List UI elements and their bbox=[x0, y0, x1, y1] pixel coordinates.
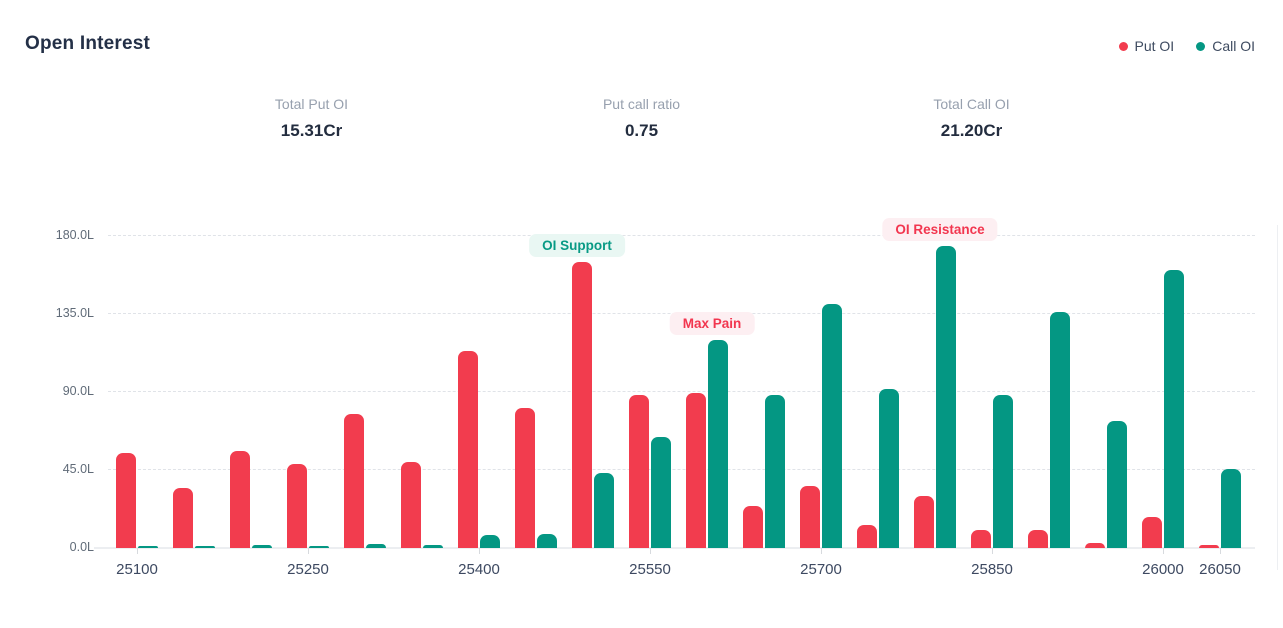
put-oi-bar-26050[interactable] bbox=[1199, 544, 1219, 548]
x-axis-tick bbox=[308, 548, 309, 554]
call-oi-bar-25450[interactable] bbox=[537, 534, 557, 548]
call-oi-bar-25250[interactable] bbox=[309, 546, 329, 548]
x-axis-tick bbox=[137, 548, 138, 554]
put-oi-bar-25550[interactable] bbox=[629, 394, 649, 548]
legend-dot-icon bbox=[1196, 41, 1206, 51]
stat-value: 21.20Cr bbox=[940, 121, 1003, 140]
y-axis-label: 90.0L bbox=[62, 384, 94, 398]
call-oi-bar-25550[interactable] bbox=[651, 437, 671, 548]
gridline bbox=[108, 469, 1255, 470]
x-axis-label-25250: 25250 bbox=[287, 561, 329, 578]
x-axis-tick bbox=[479, 548, 480, 554]
call-oi-bar-25200[interactable] bbox=[252, 545, 272, 548]
x-axis-label-25400: 25400 bbox=[458, 561, 500, 578]
chart-legend: Put OI Call OI bbox=[1118, 38, 1255, 54]
y-axis-label: 45.0L bbox=[62, 462, 94, 476]
call-oi-bar-25750[interactable] bbox=[879, 388, 899, 548]
call-oi-bar-25900[interactable] bbox=[1050, 312, 1070, 548]
gridline bbox=[108, 235, 1255, 236]
x-axis-tick bbox=[650, 548, 651, 554]
stat-value: 15.31Cr bbox=[280, 121, 343, 140]
call-oi-bar-25150[interactable] bbox=[195, 546, 215, 548]
stat-label: Total Put OI bbox=[274, 96, 349, 112]
stats-row: Total Put OI 15.31Cr Put call ratio 0.75… bbox=[0, 96, 1283, 141]
legend-label: Call OI bbox=[1212, 38, 1255, 54]
call-oi-bar-25350[interactable] bbox=[423, 545, 443, 548]
stat-put-call-ratio: Put call ratio 0.75 bbox=[477, 96, 807, 141]
put-oi-bar-25200[interactable] bbox=[230, 450, 250, 548]
annotation-oi-support: OI Support bbox=[529, 234, 625, 257]
x-axis-label-25100: 25100 bbox=[116, 561, 158, 578]
call-oi-bar-25800[interactable] bbox=[936, 246, 956, 548]
x-axis-label-26000: 26000 bbox=[1142, 561, 1184, 578]
y-axis-label: 135.0L bbox=[55, 306, 94, 320]
stat-label: Total Call OI bbox=[933, 96, 1010, 112]
call-oi-bar-25650[interactable] bbox=[765, 394, 785, 548]
put-oi-bar-25250[interactable] bbox=[287, 463, 307, 548]
put-oi-bar-25850[interactable] bbox=[971, 529, 991, 548]
plot-area: 25100 25250 25400 25550 25700 25850 26000 26050… bbox=[94, 218, 1255, 578]
put-oi-bar-25950[interactable] bbox=[1085, 542, 1105, 548]
put-oi-bar-25350[interactable] bbox=[401, 462, 421, 548]
x-axis-label-25850: 25850 bbox=[971, 561, 1013, 578]
put-oi-bar-25300[interactable] bbox=[344, 413, 364, 548]
put-oi-bar-25800[interactable] bbox=[914, 496, 934, 548]
put-oi-bar-25650[interactable] bbox=[743, 505, 763, 548]
call-oi-bar-25600[interactable] bbox=[708, 340, 728, 548]
x-axis-label-25550: 25550 bbox=[629, 561, 671, 578]
x-axis-tick bbox=[992, 548, 993, 554]
x-axis-label-26050: 26050 bbox=[1199, 561, 1241, 578]
gridline bbox=[108, 391, 1255, 392]
legend-dot-icon bbox=[1118, 41, 1128, 51]
put-oi-bar-25900[interactable] bbox=[1028, 529, 1048, 548]
put-oi-bar-25750[interactable] bbox=[857, 524, 877, 548]
put-oi-bar-25400[interactable] bbox=[458, 351, 478, 548]
right-divider bbox=[1277, 225, 1278, 570]
call-oi-bar-25500[interactable] bbox=[594, 473, 614, 548]
x-axis-label-25700: 25700 bbox=[800, 561, 842, 578]
stat-label: Put call ratio bbox=[602, 96, 681, 112]
call-oi-bar-25950[interactable] bbox=[1107, 420, 1127, 548]
stat-total-call-oi: Total Call OI 21.20Cr bbox=[807, 96, 1137, 141]
x-axis-line bbox=[94, 547, 1255, 549]
call-oi-bar-25700[interactable] bbox=[822, 303, 842, 548]
call-oi-bar-25850[interactable] bbox=[993, 394, 1013, 548]
y-axis-label: 180.0L bbox=[55, 228, 94, 242]
put-oi-bar-26000[interactable] bbox=[1142, 516, 1162, 548]
x-axis-tick bbox=[1220, 548, 1221, 554]
x-axis-tick bbox=[1163, 548, 1164, 554]
call-oi-bar-25400[interactable] bbox=[480, 535, 500, 548]
stat-value: 0.75 bbox=[624, 121, 659, 140]
stat-total-put-oi: Total Put OI 15.31Cr bbox=[147, 96, 477, 141]
put-oi-bar-25150[interactable] bbox=[173, 488, 193, 548]
x-axis-tick bbox=[821, 548, 822, 554]
y-axis-label: 0.0L bbox=[69, 540, 94, 554]
legend-item-call-oi[interactable]: Call OI bbox=[1196, 38, 1255, 54]
annotation-oi-resistance: OI Resistance bbox=[882, 218, 998, 242]
page-title: Open Interest bbox=[25, 33, 151, 54]
put-oi-bar-25450[interactable] bbox=[515, 407, 535, 548]
annotation-max-pain: Max Pain bbox=[669, 312, 755, 335]
legend-label: Put OI bbox=[1134, 38, 1175, 54]
call-oi-bar-25100[interactable] bbox=[138, 546, 158, 548]
call-oi-bar-25300[interactable] bbox=[366, 543, 386, 548]
put-oi-bar-25600[interactable] bbox=[686, 392, 706, 548]
put-oi-bar-25700[interactable] bbox=[800, 486, 820, 548]
put-oi-bar-25500[interactable] bbox=[572, 262, 592, 548]
call-oi-bar-26050[interactable] bbox=[1221, 469, 1241, 548]
legend-item-put-oi[interactable]: Put OI bbox=[1118, 38, 1175, 54]
put-oi-bar-25100[interactable] bbox=[116, 452, 136, 548]
call-oi-bar-26000[interactable] bbox=[1164, 269, 1184, 548]
